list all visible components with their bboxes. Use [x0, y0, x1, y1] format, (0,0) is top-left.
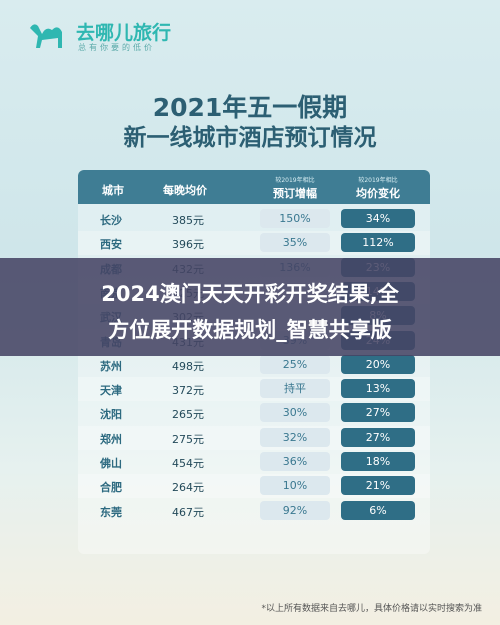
logo-icon: [30, 24, 62, 48]
city: 苏州: [100, 359, 122, 373]
price-change: 20%: [341, 354, 415, 374]
booking-growth: 92%: [260, 500, 330, 520]
price-change: 18%: [341, 452, 415, 471]
city: 合肥: [100, 481, 122, 495]
subtitle: 新一线城市酒店预订情况: [123, 125, 377, 151]
city: 天津: [100, 384, 122, 398]
column-header: 每晚均价: [163, 184, 207, 197]
overlay-banner: [0, 258, 500, 356]
city: 佛山: [100, 457, 122, 470]
price: 275元: [172, 432, 204, 446]
price: 264元: [172, 481, 204, 495]
price-change: 27%: [341, 427, 415, 447]
banner-line: 2024澳门天天开彩开奖结果,全: [101, 282, 399, 306]
price: 372元: [172, 384, 204, 398]
price: 454元: [172, 457, 204, 470]
booking-growth: 32%: [260, 427, 330, 447]
booking-growth: 25%: [260, 354, 330, 374]
banner-line: 方位展开数据规划_智慧共享版: [108, 318, 392, 342]
price: 498元: [172, 359, 204, 373]
column-header: 均价变化: [356, 187, 400, 200]
city: 沈阳: [100, 408, 122, 422]
price-change: 27%: [341, 403, 415, 423]
price: 265元: [172, 408, 204, 422]
price-change: 34%: [341, 209, 415, 228]
booking-growth: 持平: [260, 379, 330, 399]
price-change: 6%: [341, 500, 415, 520]
price: 467元: [172, 505, 204, 519]
booking-growth: 36%: [260, 452, 330, 471]
price: 396元: [172, 238, 204, 252]
column-header: 城市: [102, 184, 124, 197]
price-change: 13%: [341, 379, 415, 399]
city: 郑州: [100, 432, 122, 446]
column-header: 预订增幅: [273, 187, 317, 200]
city: 长沙: [100, 214, 122, 227]
city: 东莞: [100, 505, 122, 519]
price-change: 21%: [341, 476, 415, 496]
booking-growth: 30%: [260, 403, 330, 423]
footnote: *以上所有数据来自去哪儿，具体价格请以实时搜索为准: [261, 604, 482, 614]
table-header: [78, 170, 430, 204]
price-change: 112%: [341, 233, 415, 253]
booking-growth: 150%: [260, 209, 330, 228]
city: 西安: [100, 238, 122, 252]
title: 2021年五一假期: [152, 93, 348, 122]
booking-growth: 10%: [260, 476, 330, 496]
column-note: 较2019年相比: [358, 177, 398, 184]
brand: 去哪儿旅行: [76, 22, 172, 44]
column-note: 较2019年相比: [275, 177, 315, 184]
booking-growth: 35%: [260, 233, 330, 253]
price: 385元: [172, 214, 204, 227]
tagline: 总有你要的低价: [78, 43, 155, 52]
